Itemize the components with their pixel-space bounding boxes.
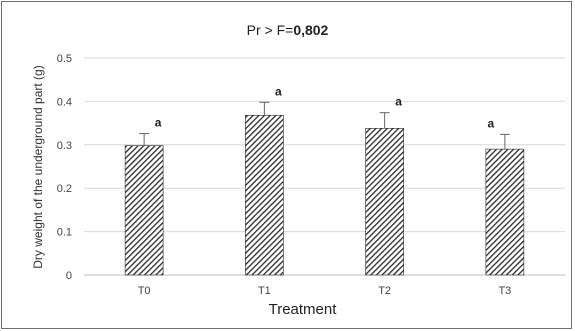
x-tick-label: T1 bbox=[258, 285, 271, 297]
bar-t1 bbox=[245, 114, 284, 276]
x-tick-labels: T0 T1 T2 T3 bbox=[138, 285, 512, 297]
significance-letter-t0: a bbox=[155, 116, 162, 130]
x-axis-label: Treatment bbox=[268, 301, 337, 318]
bar-t3 bbox=[485, 148, 525, 276]
y-tick-label: 0.5 bbox=[57, 53, 72, 65]
x-tick-label: T2 bbox=[378, 285, 391, 297]
chart-title: Pr > F=0,802 bbox=[0, 22, 575, 38]
bar-t2 bbox=[365, 128, 404, 276]
gridlines bbox=[84, 57, 565, 276]
title-prefix: Pr > F= bbox=[246, 22, 294, 38]
bar-t0 bbox=[124, 145, 164, 276]
x-tick-label: T0 bbox=[138, 285, 151, 297]
y-tick-labels: 0 0.1 0.2 0.3 0.4 0.5 bbox=[57, 53, 72, 282]
significance-letter-t1: a bbox=[275, 84, 282, 98]
significance-letters: a a a a bbox=[155, 84, 495, 130]
error-bars bbox=[139, 101, 510, 150]
y-tick-label: 0.4 bbox=[57, 96, 72, 108]
significance-letter-t2: a bbox=[395, 95, 402, 109]
y-tick-label: 0.3 bbox=[57, 140, 72, 152]
bars bbox=[124, 114, 525, 276]
y-tick-label: 0.2 bbox=[57, 183, 72, 195]
y-tick-label: 0.1 bbox=[57, 227, 72, 239]
y-tick-label: 0 bbox=[66, 270, 72, 282]
x-tick-label: T3 bbox=[498, 285, 511, 297]
title-pvalue: 0,802 bbox=[293, 22, 329, 38]
significance-letter-t3: a bbox=[488, 116, 495, 130]
